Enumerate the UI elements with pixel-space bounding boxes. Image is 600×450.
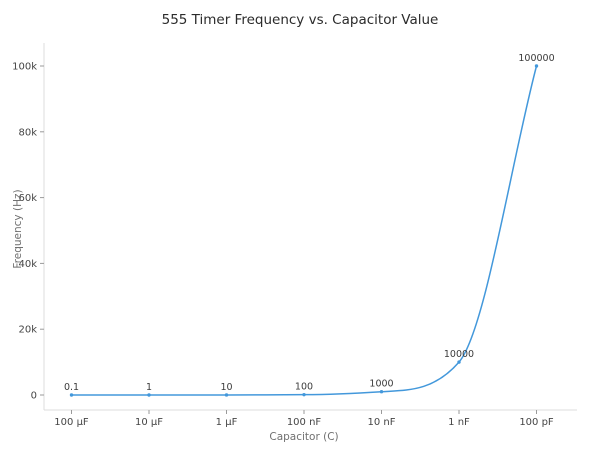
data-point-marker xyxy=(302,392,306,397)
x-tick-label: 100 µF xyxy=(54,417,89,428)
data-point-label: 100000 xyxy=(518,53,554,64)
x-axis-ticks: 100 µF 10 µF 1 µF 100 nF 10 nF 1 nF 100 pF xyxy=(54,410,554,428)
y-axis-title: Frequency (Hz) xyxy=(12,189,24,268)
x-tick-label: 100 pF xyxy=(519,417,554,428)
y-tick-label: 40k xyxy=(18,259,37,270)
data-point-marker xyxy=(224,393,229,397)
data-point-marker xyxy=(147,393,151,397)
y-tick-label: 0 xyxy=(31,391,37,402)
y-tick-label: 60k xyxy=(18,193,37,204)
x-tick-label: 10 µF xyxy=(135,417,163,428)
axes-spines xyxy=(43,43,577,411)
y-axis-ticks: 0 20k 40k 60k 80k 100k xyxy=(12,62,44,402)
data-point-marker xyxy=(534,64,539,68)
data-point-label: 0.1 xyxy=(64,382,79,393)
y-tick-label: 20k xyxy=(18,325,37,336)
y-tick-label: 80k xyxy=(18,127,37,138)
y-tick-label: 100k xyxy=(12,62,37,73)
x-tick-label: 1 µF xyxy=(216,417,238,428)
data-point-marker xyxy=(379,390,384,394)
data-point-label: 1 xyxy=(146,382,152,393)
data-point-label: 1000 xyxy=(369,379,393,390)
data-point-label: 100 xyxy=(295,382,313,393)
data-line xyxy=(70,65,538,396)
data-point-label: 10000 xyxy=(444,349,474,360)
chart-title: 555 Timer Frequency vs. Capacitor Value xyxy=(162,12,439,28)
x-tick-label: 1 nF xyxy=(448,417,470,428)
x-axis-title: Capacitor (C) xyxy=(269,431,338,443)
x-tick-label: 10 nF xyxy=(368,417,396,428)
x-tick-label: 100 nF xyxy=(287,417,322,428)
data-series xyxy=(69,64,539,397)
data-point-label: 10 xyxy=(220,382,232,393)
data-point-marker xyxy=(457,360,461,364)
data-point-marker xyxy=(69,393,74,397)
data-point-labels: 0.1 1 10 100 1000 10000 100000 xyxy=(64,53,555,393)
